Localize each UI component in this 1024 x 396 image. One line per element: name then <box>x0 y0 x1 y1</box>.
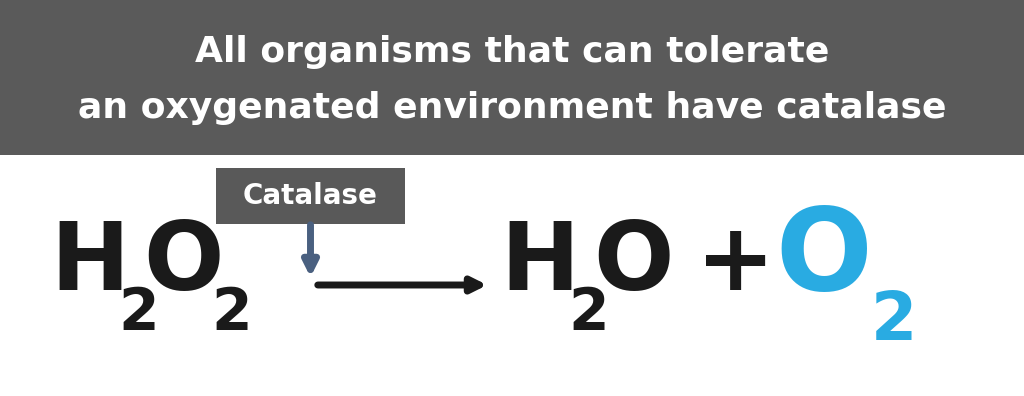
Text: $\mathdefault{H}$: $\mathdefault{H}$ <box>50 218 123 310</box>
FancyBboxPatch shape <box>0 0 1024 155</box>
Text: $\mathdefault{O}$: $\mathdefault{O}$ <box>143 218 220 310</box>
Text: $\mathdefault{H}$: $\mathdefault{H}$ <box>500 218 572 310</box>
FancyBboxPatch shape <box>216 168 406 224</box>
Text: $\mathdefault{2}$: $\mathdefault{2}$ <box>118 285 156 342</box>
Text: $\mathdefault{+}$: $\mathdefault{+}$ <box>695 218 766 310</box>
Text: $\mathdefault{2}$: $\mathdefault{2}$ <box>568 285 605 342</box>
Text: All organisms that can tolerate: All organisms that can tolerate <box>195 35 829 69</box>
Text: $\mathdefault{O}$: $\mathdefault{O}$ <box>593 218 671 310</box>
Text: an oxygenated environment have catalase: an oxygenated environment have catalase <box>78 91 946 125</box>
Text: $\mathdefault{O}$: $\mathdefault{O}$ <box>775 203 868 314</box>
Text: Catalase: Catalase <box>243 182 378 210</box>
Text: $\mathdefault{2}$: $\mathdefault{2}$ <box>211 285 249 342</box>
Text: $\mathdefault{2}$: $\mathdefault{2}$ <box>870 288 912 354</box>
